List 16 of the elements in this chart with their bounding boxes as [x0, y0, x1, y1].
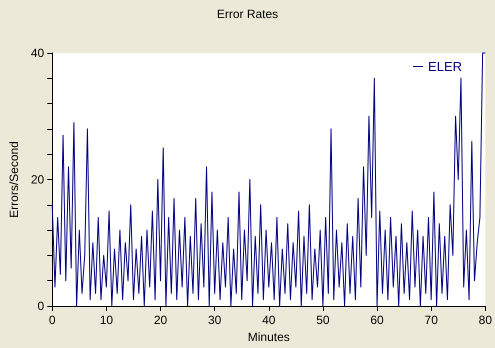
x-tick-label: 60	[370, 313, 384, 327]
legend-label: ELER	[428, 59, 462, 74]
x-tick-label: 40	[262, 313, 276, 327]
chart-title: Error Rates	[216, 7, 278, 21]
y-tick-label: 0	[38, 299, 45, 313]
x-tick-label: 10	[100, 313, 114, 327]
x-tick-label: 20	[154, 313, 168, 327]
y-tick-label: 20	[30, 172, 45, 186]
x-tick-label: 0	[48, 313, 56, 327]
x-tick-label: 80	[478, 313, 492, 327]
x-tick-label: 50	[316, 313, 330, 327]
y-axis-title: Errors/Second	[7, 141, 21, 218]
x-axis-title: Minutes	[248, 330, 290, 344]
x-tick-label: 70	[424, 313, 438, 327]
x-tick-label: 30	[208, 313, 222, 327]
y-tick-label: 40	[30, 46, 45, 60]
